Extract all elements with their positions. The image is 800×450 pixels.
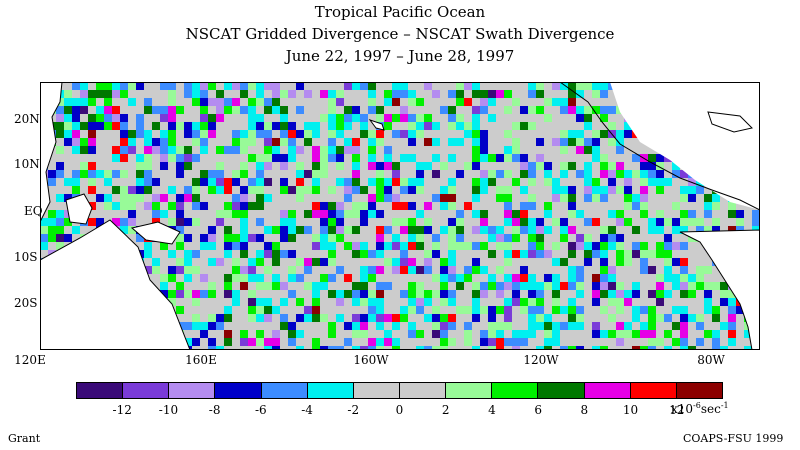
colorbar-tick-label: -6 bbox=[254, 403, 267, 417]
colorbar-swatch bbox=[538, 383, 585, 398]
map-canvas bbox=[40, 82, 760, 350]
colorbar-tick-label: -12 bbox=[112, 403, 132, 417]
divergence-map bbox=[40, 82, 760, 350]
colorbar-tick-label: -8 bbox=[208, 403, 221, 417]
colorbar-tick-label: 12 bbox=[669, 403, 685, 417]
colorbar-tick-label: 8 bbox=[580, 403, 589, 417]
lat-label-10s: 10S bbox=[14, 250, 38, 264]
lon-label-160e: 160E bbox=[185, 353, 217, 367]
colorbar-tick-label: 4 bbox=[488, 403, 496, 417]
colorbar-tick-label: -10 bbox=[158, 403, 179, 417]
colorbar-tick-label: 2 bbox=[441, 403, 450, 417]
central-america-coast bbox=[559, 82, 760, 211]
colorbar-tick-label: -4 bbox=[301, 403, 313, 417]
colorbar-tick-label: 6 bbox=[534, 403, 542, 417]
colorbar bbox=[76, 382, 723, 399]
map-frame bbox=[40, 82, 760, 350]
lon-label-160w: 160W bbox=[353, 353, 389, 367]
colorbar-swatch bbox=[399, 383, 447, 398]
new-guinea-island bbox=[130, 221, 181, 245]
caribbean-islands bbox=[707, 111, 753, 133]
coastlines bbox=[40, 82, 760, 350]
lat-label-20n: 20N bbox=[14, 112, 40, 126]
australia-landmass bbox=[40, 219, 191, 350]
lat-label-20s: 20S bbox=[14, 296, 38, 310]
asia-landmass bbox=[40, 82, 63, 223]
lon-label-120e: 120E bbox=[14, 353, 46, 367]
colorbar-swatch bbox=[353, 383, 400, 398]
lon-label-80w: 80W bbox=[697, 353, 725, 367]
colorbar-swatch bbox=[169, 383, 216, 398]
map-date-range: June 22, 1997 – June 28, 1997 bbox=[285, 47, 515, 65]
colorbar-tick-label: 10 bbox=[622, 403, 639, 417]
colorbar-swatch bbox=[676, 383, 722, 398]
lat-label-10n: 10N bbox=[14, 157, 40, 171]
colorbar-units: x10-6sec-1 bbox=[671, 401, 729, 416]
colorbar-tick-label: -2 bbox=[347, 403, 360, 417]
colorbar-swatch bbox=[307, 383, 354, 398]
colorbar-swatch bbox=[123, 383, 170, 398]
colorbar-swatch bbox=[446, 383, 493, 398]
colorbar-swatch bbox=[77, 383, 124, 398]
lat-label-eq: EQ bbox=[24, 204, 43, 218]
map-subtitle: NSCAT Gridded Divergence – NSCAT Swath D… bbox=[185, 25, 615, 43]
colorbar-tick-label: 0 bbox=[395, 403, 404, 417]
lon-label-120w: 120W bbox=[523, 353, 559, 367]
colorbar-swatch bbox=[215, 383, 262, 398]
south-america-coast bbox=[679, 229, 760, 350]
colorbar-swatch bbox=[261, 383, 308, 398]
footer-author: Grant bbox=[8, 432, 41, 445]
hawaii-islands bbox=[368, 119, 385, 131]
map-title: Tropical Pacific Ocean bbox=[314, 3, 486, 21]
borneo-island bbox=[65, 193, 93, 225]
colorbar-swatch bbox=[492, 383, 539, 398]
footer-credit: COAPS-FSU 1999 bbox=[683, 432, 784, 445]
colorbar-swatch bbox=[630, 383, 677, 398]
colorbar-swatch bbox=[584, 383, 631, 398]
